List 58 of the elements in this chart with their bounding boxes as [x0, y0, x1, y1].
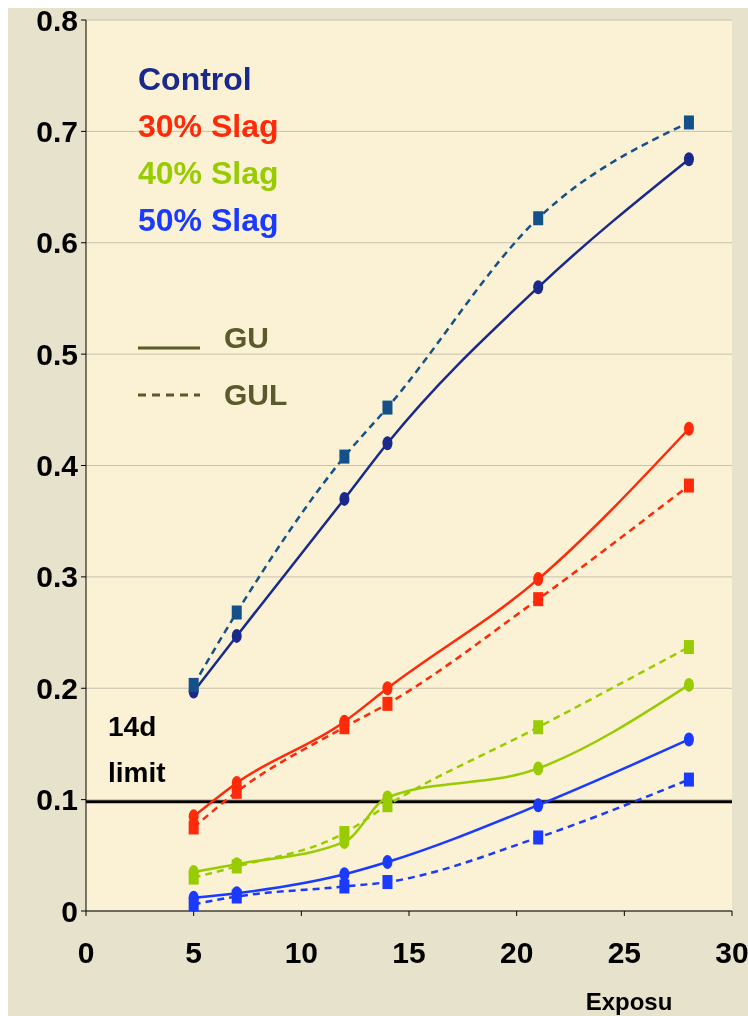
annotation: GU [224, 321, 269, 354]
point [683, 640, 694, 655]
x-tick-label: 25 [607, 936, 642, 969]
point [683, 772, 694, 787]
text: 30% Slag [138, 108, 279, 144]
point [231, 784, 242, 799]
x-tick-label: 30 [715, 936, 748, 969]
x-tick-label: 15 [392, 936, 426, 969]
point [339, 879, 350, 894]
y-tick-label: 0.5 [36, 337, 78, 371]
point [339, 826, 350, 841]
point [533, 720, 544, 735]
point [188, 820, 199, 835]
point [533, 761, 544, 776]
text: 40% Slag [138, 155, 279, 191]
point [188, 677, 199, 692]
point [231, 628, 242, 643]
point [683, 115, 694, 130]
point [533, 280, 544, 295]
point [683, 677, 694, 692]
ref-line-label: 14d limit [108, 710, 166, 788]
point [533, 798, 544, 813]
point [533, 572, 544, 587]
point [382, 681, 393, 696]
point [382, 696, 393, 711]
point [533, 211, 544, 226]
point [382, 436, 393, 451]
point [382, 875, 393, 890]
y-tick-label: 0.6 [36, 226, 78, 260]
y-tick-label: 0.3 [36, 560, 78, 594]
point [188, 897, 199, 912]
text: Control [138, 61, 252, 97]
x-axis-title: Exposu [585, 988, 673, 1015]
y-tick-label: 0.4 [36, 449, 79, 482]
point [533, 830, 544, 845]
y-tick-label: 0 [61, 894, 78, 928]
y-tick-label: 0.2 [36, 671, 78, 705]
point [339, 720, 350, 735]
point [533, 592, 544, 607]
x-tick-label: 10 [284, 936, 319, 969]
point [339, 491, 350, 506]
point [683, 421, 694, 436]
x-tick-label: 20 [499, 936, 534, 969]
point [382, 855, 393, 869]
y-tick-label: 0.7 [36, 114, 78, 148]
point [231, 605, 242, 620]
annotation: GUL [224, 378, 288, 411]
point [339, 449, 350, 464]
point [188, 870, 199, 885]
text: 50% Slag [138, 202, 279, 238]
x-tick-label: 5 [185, 936, 203, 969]
point [382, 400, 393, 415]
point [683, 152, 694, 167]
point [683, 478, 694, 493]
point [683, 732, 694, 747]
y-tick-label: 0.1 [36, 783, 78, 817]
point [382, 798, 393, 813]
y-tick-label: 0.8 [36, 3, 78, 37]
